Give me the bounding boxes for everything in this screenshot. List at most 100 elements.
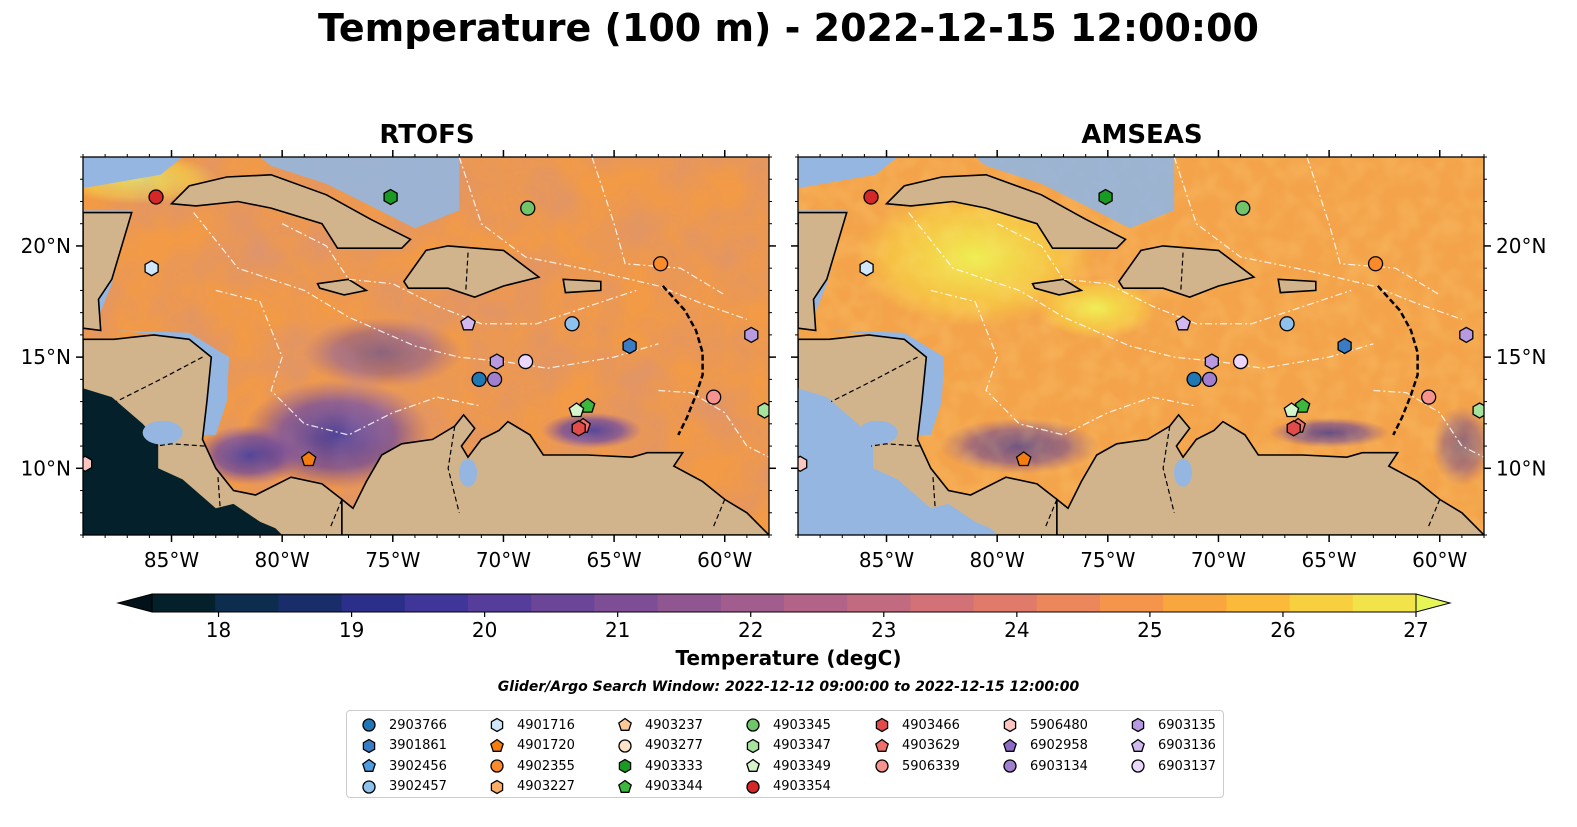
legend-label: 4903349 <box>773 758 831 774</box>
pentagon-marker-icon <box>618 717 632 731</box>
legend-label: 4903277 <box>645 738 703 753</box>
legend-label: 6903137 <box>1158 758 1216 774</box>
eez-boundary <box>193 212 659 369</box>
float-marker-3902457 <box>564 316 580 332</box>
legend-item-6902958: 6902958 <box>1002 736 1088 756</box>
lon-tick-label: 75°W <box>365 548 420 572</box>
float-marker-4903349 <box>1283 402 1300 418</box>
colorbar-extend-low <box>116 593 153 613</box>
float-marker-6903137 <box>1232 353 1249 370</box>
legend-item-3902456: 3902456 <box>361 756 447 776</box>
colorbar-bin <box>278 594 343 612</box>
float-marker-4903349 <box>568 402 585 418</box>
hexagon-marker-icon <box>490 779 504 794</box>
float-marker-2903766 <box>471 371 487 388</box>
hexagon-marker-icon <box>746 738 760 753</box>
colorbar-bin <box>657 594 722 612</box>
map-panel-amseas: 85°W 80°W 75°W 70°W 65°W 60°W 10°N 15°N 20°N <box>791 150 1546 572</box>
map-panel-rtofs: 85°W 80°W 75°W 70°W 65°W 60°W 10°N 15°N 20°N <box>21 150 776 572</box>
colorbar-tick-label: 24 <box>1004 618 1029 642</box>
legend-item-6903137: 6903137 <box>1130 756 1216 776</box>
colorbar-tick-label: 18 <box>206 618 231 642</box>
legend-marker <box>618 779 632 793</box>
country-border <box>1428 499 1441 527</box>
legend-label: 5906339 <box>902 758 960 774</box>
hexagon-marker-icon <box>618 758 632 774</box>
colorbar-bin <box>847 594 911 612</box>
legend-label: 6903134 <box>1030 758 1088 774</box>
lat-tick-label: 10°N <box>21 456 71 480</box>
legend-label: 4901720 <box>517 738 575 753</box>
land-yucatanFull <box>83 211 133 332</box>
search-window-text: Glider/Argo Search Window: 2022-12-12 09… <box>497 679 1080 695</box>
legend-label: 4902355 <box>517 758 575 774</box>
lon-tick-label: 70°W <box>1191 548 1246 572</box>
legend-label: 3901861 <box>389 738 447 753</box>
legend-item-4903349: 4903349 <box>745 756 831 776</box>
legend-item-4901720: 4901720 <box>489 736 575 756</box>
panel-title-rtofs: RTOFS <box>379 120 475 150</box>
land-hispaniola <box>402 245 541 298</box>
country-border <box>713 499 726 527</box>
lon-tick-label: 65°W <box>1301 548 1356 572</box>
lon-tick-label: 60°W <box>697 548 752 572</box>
circle-marker-icon <box>746 718 760 732</box>
float-marker-4903354 <box>863 189 879 205</box>
float-marker-5906339 <box>706 389 722 405</box>
legend-item-4903227: 4903227 <box>489 777 575 797</box>
float-marker-4901716 <box>859 259 874 277</box>
float-marker-6903136 <box>460 315 476 331</box>
legend-marker <box>1003 738 1017 752</box>
float-marker-5906339 <box>1421 389 1437 405</box>
colorbar: 18 19 20 21 22 23 24 25 26 27 <box>116 593 1452 642</box>
legend-marker <box>490 717 504 733</box>
eez-boundary <box>908 212 1374 369</box>
legend-marker <box>746 738 760 753</box>
legend-label: 4903344 <box>645 779 703 794</box>
float-marker-3901861 <box>1337 337 1352 355</box>
float-marker-3902457 <box>1279 316 1295 332</box>
legend-marker <box>362 718 376 732</box>
eez-boundary <box>215 289 482 436</box>
legend-item-6903136: 6903136 <box>1130 736 1216 756</box>
float-marker-4901716 <box>144 259 159 277</box>
legend-item-4903466: 4903466 <box>874 715 960 735</box>
colorbar-tick-label: 21 <box>605 618 630 642</box>
lake-nicaragua <box>142 420 183 445</box>
float-marker-5906480 <box>798 455 808 473</box>
country-border <box>465 252 469 291</box>
lon-tick-label: 65°W <box>586 548 641 572</box>
circle-marker-icon <box>1131 759 1145 773</box>
land-cuba <box>169 173 412 249</box>
float-marker-4903354 <box>148 189 164 205</box>
circle-marker-icon <box>1003 759 1017 773</box>
hexagon-marker-icon <box>875 717 889 733</box>
legend-marker <box>362 738 376 753</box>
float-marker-6903134 <box>486 371 503 388</box>
pentagon-marker-icon <box>362 758 376 772</box>
legend-label: 4903354 <box>773 779 831 794</box>
country-border <box>1162 425 1175 513</box>
shelf-area <box>83 157 183 189</box>
lat-tick-label: 10°N <box>1496 456 1546 480</box>
colorbar-bin <box>1100 594 1164 612</box>
hexagon-marker-icon <box>1003 717 1017 733</box>
colorbar-bin <box>215 594 279 612</box>
lon-tick-label: 70°W <box>476 548 531 572</box>
circle-marker-icon <box>362 779 376 794</box>
country-border <box>1045 499 1058 527</box>
colorbar-bin <box>720 594 785 612</box>
legend-label: 4903347 <box>773 738 831 753</box>
colorbar-frame <box>151 593 1417 613</box>
colorbar-bin <box>1289 594 1354 612</box>
colorbar-tick-label: 25 <box>1137 618 1162 642</box>
legend-marker <box>490 779 504 794</box>
legend-marker <box>1003 717 1017 733</box>
land-jamaica <box>316 278 369 296</box>
pentagon-marker-icon <box>875 738 889 752</box>
pacific-area <box>83 388 283 535</box>
colorbar-tick-label: 27 <box>1403 618 1428 642</box>
lesser-antilles <box>1376 285 1419 436</box>
shelf-area <box>260 157 460 229</box>
